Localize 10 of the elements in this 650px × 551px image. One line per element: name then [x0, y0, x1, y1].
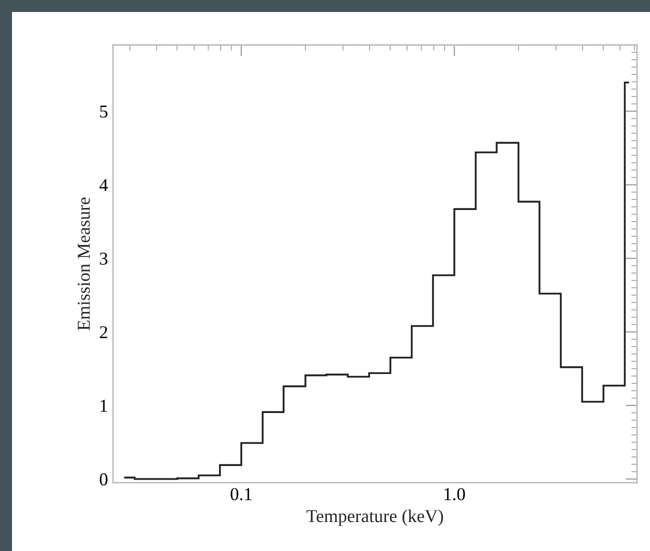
y-tick-label: 3: [100, 252, 108, 265]
y-tick-label: 4: [99, 179, 108, 192]
y-tick-label: 0: [100, 473, 108, 486]
x-tick-label: 0.1: [230, 488, 252, 500]
x-axis-title: Temperature (keV): [306, 509, 443, 526]
y-axis-title: Emission Measure: [78, 198, 90, 330]
y-tick-label: 2: [100, 326, 108, 338]
x-tick-label: 1.0: [444, 488, 465, 500]
y-tick-label: 5: [100, 106, 108, 118]
y-tick-label: 1: [100, 400, 108, 412]
